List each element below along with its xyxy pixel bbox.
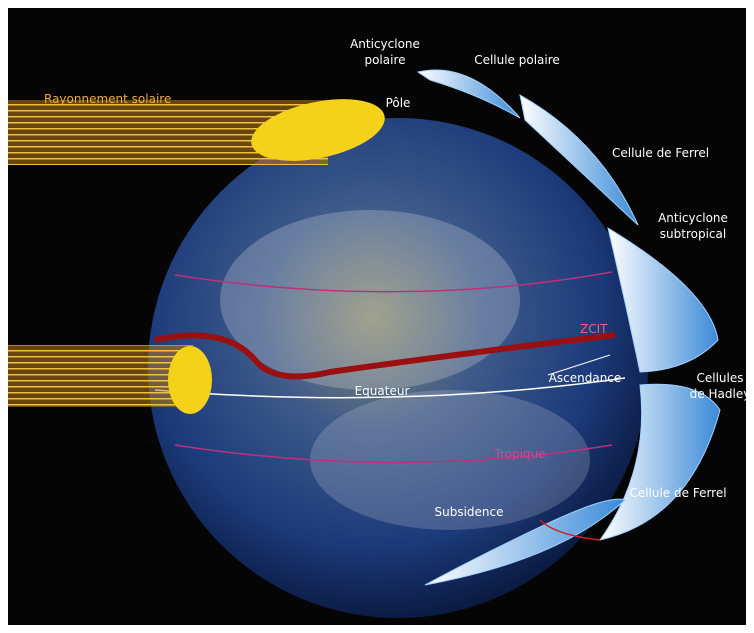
labels: Anticyclone polaire Cellule polaire Rayonne… bbox=[44, 37, 750, 519]
equator-line bbox=[154, 377, 626, 399]
label-line: subtropical bbox=[660, 227, 726, 241]
clouds bbox=[220, 210, 520, 390]
label: Tropique bbox=[493, 447, 545, 461]
label-line: Anticyclone bbox=[350, 37, 420, 51]
label-line: Ascendance bbox=[549, 371, 622, 385]
label-line: Cellule polaire bbox=[474, 53, 560, 67]
label-line: Cellule de Ferrel bbox=[612, 146, 709, 160]
label: Rayonnement solaire bbox=[44, 92, 171, 106]
label: ZCIT bbox=[580, 322, 608, 336]
sun-spot bbox=[168, 346, 212, 414]
label: Ascendance bbox=[549, 371, 622, 385]
label-line: Equateur bbox=[355, 384, 410, 398]
label: Anticyclone polaire bbox=[350, 37, 420, 67]
sun-spot bbox=[251, 99, 385, 161]
hadley-cell bbox=[598, 383, 721, 541]
label-line: Pôle bbox=[386, 96, 411, 110]
label-line: Rayonnement solaire bbox=[44, 92, 171, 106]
label: Cellule de Ferrel bbox=[629, 486, 726, 500]
tropic-line bbox=[174, 444, 613, 464]
label: Cellule de Ferrel bbox=[612, 146, 709, 160]
polar-cell bbox=[416, 69, 521, 119]
hadley-cell bbox=[607, 226, 719, 373]
ferrel-cell bbox=[424, 498, 626, 586]
tropic-line bbox=[174, 271, 613, 293]
itcz-line bbox=[154, 332, 616, 380]
label-line: Subsidence bbox=[434, 505, 503, 519]
label-line: Anticyclone bbox=[658, 211, 728, 225]
label: Cellule polaire bbox=[474, 53, 560, 67]
pointer bbox=[547, 354, 611, 376]
label: Equateur bbox=[355, 384, 410, 398]
label: Anticyclone subtropical bbox=[658, 211, 728, 241]
earth bbox=[148, 118, 648, 618]
label: Cellules de Hadley bbox=[690, 371, 751, 401]
label-line: polaire bbox=[364, 53, 405, 67]
solar-rays bbox=[8, 345, 193, 407]
ferrel-cell bbox=[519, 94, 639, 226]
clouds bbox=[310, 390, 590, 530]
label-line: Cellule de Ferrel bbox=[629, 486, 726, 500]
label-line: de Hadley bbox=[690, 387, 751, 401]
flow-arrow bbox=[539, 519, 601, 541]
label-line: ZCIT bbox=[580, 322, 608, 336]
label-line: Tropique bbox=[493, 447, 545, 461]
label: Pôle bbox=[386, 96, 411, 110]
label-line: Cellules bbox=[696, 371, 743, 385]
label: Subsidence bbox=[434, 505, 503, 519]
